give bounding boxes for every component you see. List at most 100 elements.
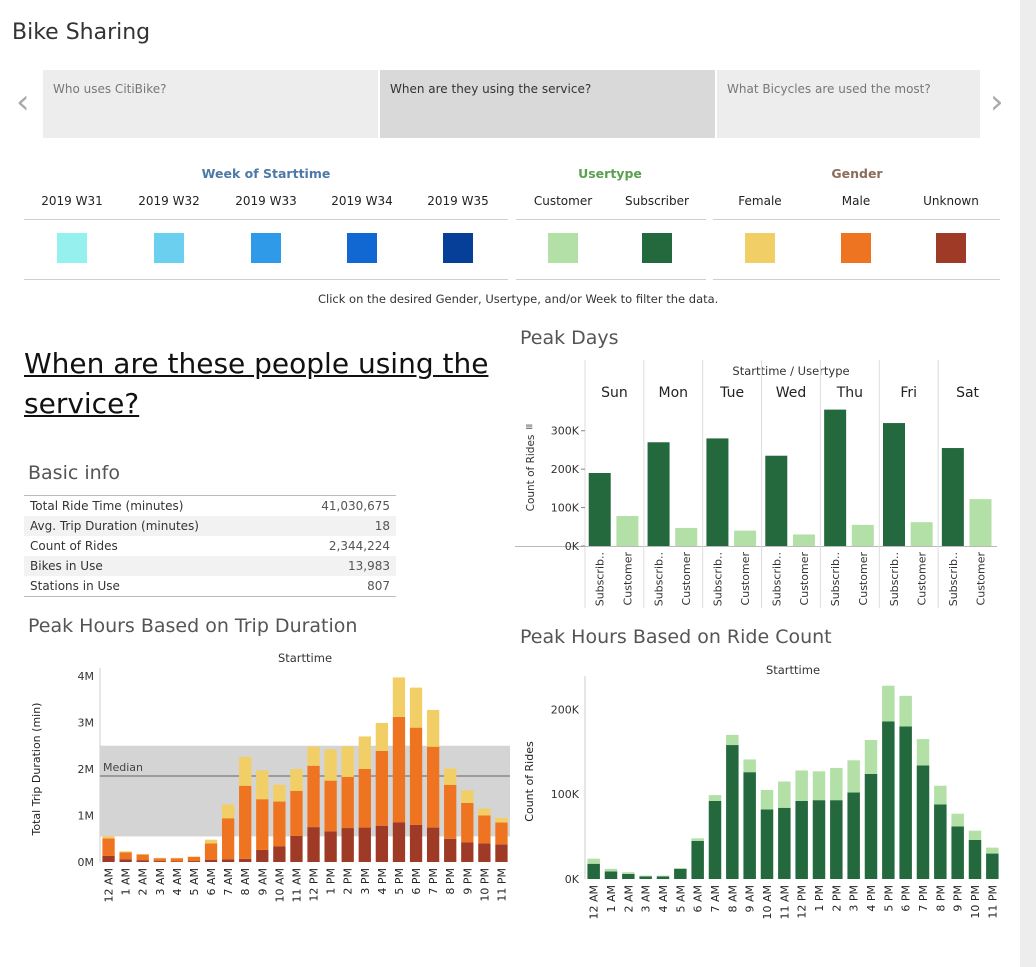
bar-female [221, 804, 235, 819]
bar-customer [951, 813, 964, 827]
divider [24, 279, 508, 280]
bar-customer [778, 781, 791, 808]
bar-male [256, 799, 269, 850]
gender-swatch-unknown[interactable] [936, 233, 966, 263]
hour-tick-label: 3 PM [359, 868, 372, 895]
bar-subscriber [706, 438, 729, 546]
bar-unknown [290, 835, 303, 862]
gender-label-female[interactable]: Female [738, 194, 782, 208]
bar-unknown [392, 822, 406, 862]
gender-legend-title: Gender [831, 166, 883, 181]
story-tab-who-uses[interactable]: Who uses CitiBike? [43, 70, 378, 138]
bar-unknown [187, 861, 201, 862]
bar-subscriber [951, 826, 964, 879]
bar-female [478, 808, 491, 816]
week-swatch-w34[interactable] [347, 233, 377, 263]
y-tick-label: 4M [78, 670, 95, 683]
bar-subscriber [760, 809, 774, 879]
hour-tick-label: 3 AM [640, 885, 653, 913]
bar-male [409, 727, 423, 825]
story-tab-what-bicycles[interactable]: What Bicycles are used the most? [717, 70, 980, 138]
row-label: Count of Rides [30, 539, 118, 553]
usertype-label-subscriber[interactable]: Subscriber [625, 194, 689, 208]
chevron-left-icon[interactable]: ‹ [16, 82, 30, 122]
bar-customer [743, 759, 756, 773]
bar-unknown [444, 838, 457, 862]
bar-subscriber [916, 765, 930, 879]
bar-subscriber [847, 792, 860, 879]
bar-subscriber [647, 442, 670, 546]
hour-tick-label: 5 PM [393, 868, 406, 895]
usertype-swatch-subscriber[interactable] [642, 233, 672, 263]
row-value: 807 [367, 579, 390, 593]
basic-info-title: Basic info [28, 462, 120, 484]
week-label-w35[interactable]: 2019 W35 [427, 194, 489, 208]
chevron-right-icon[interactable]: › [990, 82, 1004, 122]
week-label-w31[interactable]: 2019 W31 [41, 194, 103, 208]
x-axis-header: Starttime [766, 663, 820, 677]
week-label-w34[interactable]: 2019 W34 [331, 194, 393, 208]
table-row: Total Ride Time (minutes) 41,030,675 [24, 496, 396, 516]
week-swatch-w33[interactable] [251, 233, 281, 263]
week-label-w32[interactable]: 2019 W32 [138, 194, 200, 208]
bar-male [375, 750, 389, 826]
week-label-w33[interactable]: 2019 W33 [235, 194, 297, 208]
bar-unknown [478, 843, 491, 862]
y-tick-label: 300K [551, 425, 580, 438]
gender-swatch-female[interactable] [745, 233, 775, 263]
y-tick-label: 0K [565, 873, 580, 886]
bar-male [221, 818, 235, 860]
bar-customer [639, 875, 652, 877]
bar-customer [587, 858, 600, 864]
bar-male [324, 780, 337, 832]
row-label: Stations in Use [30, 579, 120, 593]
hour-tick-label: 11 PM [986, 885, 999, 919]
bar-customer [691, 838, 704, 841]
bar-customer [934, 785, 947, 805]
bar-customer [622, 872, 635, 874]
bar-unknown [307, 827, 320, 862]
trip-duration-title: Peak Hours Based on Trip Duration [28, 615, 358, 637]
story-tab-label: What Bicycles are used the most? [727, 82, 931, 96]
hour-tick-label: 9 AM [744, 885, 757, 913]
hour-tick-label: 4 AM [171, 868, 184, 896]
usertype-swatch-customer[interactable] [548, 233, 578, 263]
hour-tick-label: 2 PM [830, 885, 843, 912]
bar-male [273, 801, 286, 847]
y-tick-label: 100K [551, 788, 580, 801]
divider [24, 596, 396, 597]
page-headline: When are these people using the service? [24, 347, 489, 420]
gender-label-male[interactable]: Male [841, 194, 871, 208]
story-tab-when-using[interactable]: When are they using the service? [380, 70, 715, 138]
bar-unknown [153, 861, 166, 862]
week-swatch-w35[interactable] [443, 233, 473, 263]
hour-tick-label: 1 AM [605, 885, 618, 913]
gender-swatch-male[interactable] [841, 233, 871, 263]
usertype-label-customer[interactable]: Customer [533, 194, 593, 208]
bar-male [358, 769, 371, 828]
gender-label-unknown[interactable]: Unknown [923, 194, 979, 208]
day-label: Thu [836, 385, 863, 401]
hour-tick-label: 10 AM [273, 868, 286, 903]
bar-customer [656, 875, 670, 877]
week-swatch-w31[interactable] [57, 233, 87, 263]
y-tick-label: 0M [78, 856, 95, 869]
bar-female [256, 770, 269, 800]
bar-female [290, 769, 303, 791]
bar-unknown [358, 827, 371, 862]
bar-subscriber [765, 455, 788, 546]
divider [516, 219, 706, 220]
scrollbar-track[interactable] [1020, 0, 1036, 967]
bar-subscriber [812, 800, 826, 879]
hour-tick-label: 8 PM [444, 868, 457, 895]
bar-female [495, 817, 508, 823]
week-swatch-w32[interactable] [154, 233, 184, 263]
bar-customer [708, 795, 722, 801]
bar-customer [726, 734, 739, 746]
story-tab-label: When are they using the service? [390, 82, 592, 96]
median-band [100, 745, 510, 837]
hour-tick-label: 9 AM [256, 868, 269, 896]
y-tick-label: 200K [551, 703, 580, 716]
usertype-tick-label: Subscrib.. [594, 552, 607, 606]
day-label: Fri [900, 385, 917, 401]
